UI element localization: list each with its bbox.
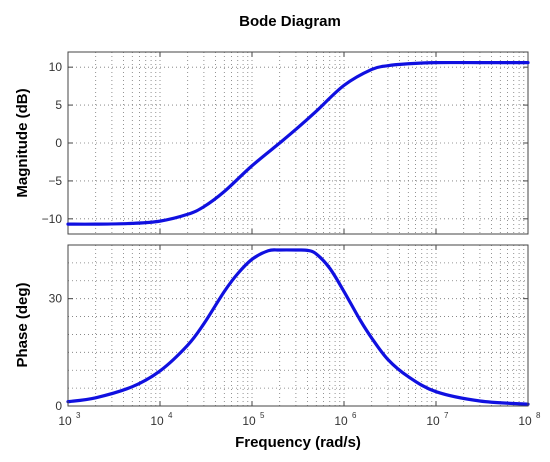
phase-y-tick-label: 30 xyxy=(49,292,63,306)
x-tick-exponent: 5 xyxy=(260,411,265,420)
x-tick-label: 10 xyxy=(518,414,532,428)
x-tick-base: 10 xyxy=(518,414,532,428)
x-tick-base: 10 xyxy=(242,414,256,428)
magnitude-panel: 10 5 0 −5 −10 Magnitude (dB) xyxy=(14,51,530,235)
x-tick-exponent: 8 xyxy=(536,411,541,420)
phase-y-axis-label: Phase (deg) xyxy=(14,282,31,367)
magnitude-series-line xyxy=(66,60,530,226)
x-tick-label: 10 xyxy=(334,414,348,428)
chart-title: Bode Diagram xyxy=(239,13,341,30)
x-tick-exponent: 6 xyxy=(352,411,357,420)
phase-y-tick-label: 0 xyxy=(55,399,62,413)
x-tick-base: 10 xyxy=(58,414,72,428)
x-tick-base: 10 xyxy=(334,414,348,428)
x-tick-exponent: 7 xyxy=(444,411,449,420)
x-tick-exponent: 4 xyxy=(168,411,173,420)
x-tick-base: 10 xyxy=(426,414,440,428)
x-axis-label: Frequency (rad/s) xyxy=(235,434,361,451)
x-tick-label: 10 xyxy=(426,414,440,428)
phase-panel: 30 0 Phase (deg) xyxy=(14,244,530,413)
magnitude-y-tick-label: −5 xyxy=(48,174,62,188)
phase-plot-frame xyxy=(67,244,529,407)
magnitude-y-axis-label: Magnitude (dB) xyxy=(14,88,31,197)
x-tick-label: 10 xyxy=(242,414,256,428)
magnitude-y-tick-label: 10 xyxy=(49,60,63,74)
phase-series-line xyxy=(66,248,530,406)
x-tick-label: 10 xyxy=(58,414,72,428)
x-tick-exponent: 3 xyxy=(76,411,81,420)
x-tick-base: 10 xyxy=(150,414,164,428)
magnitude-y-tick-label: 0 xyxy=(55,136,62,150)
x-tick-label: 10 xyxy=(150,414,164,428)
magnitude-y-tick-label: 5 xyxy=(55,98,62,112)
magnitude-y-tick-label: −10 xyxy=(42,212,63,226)
